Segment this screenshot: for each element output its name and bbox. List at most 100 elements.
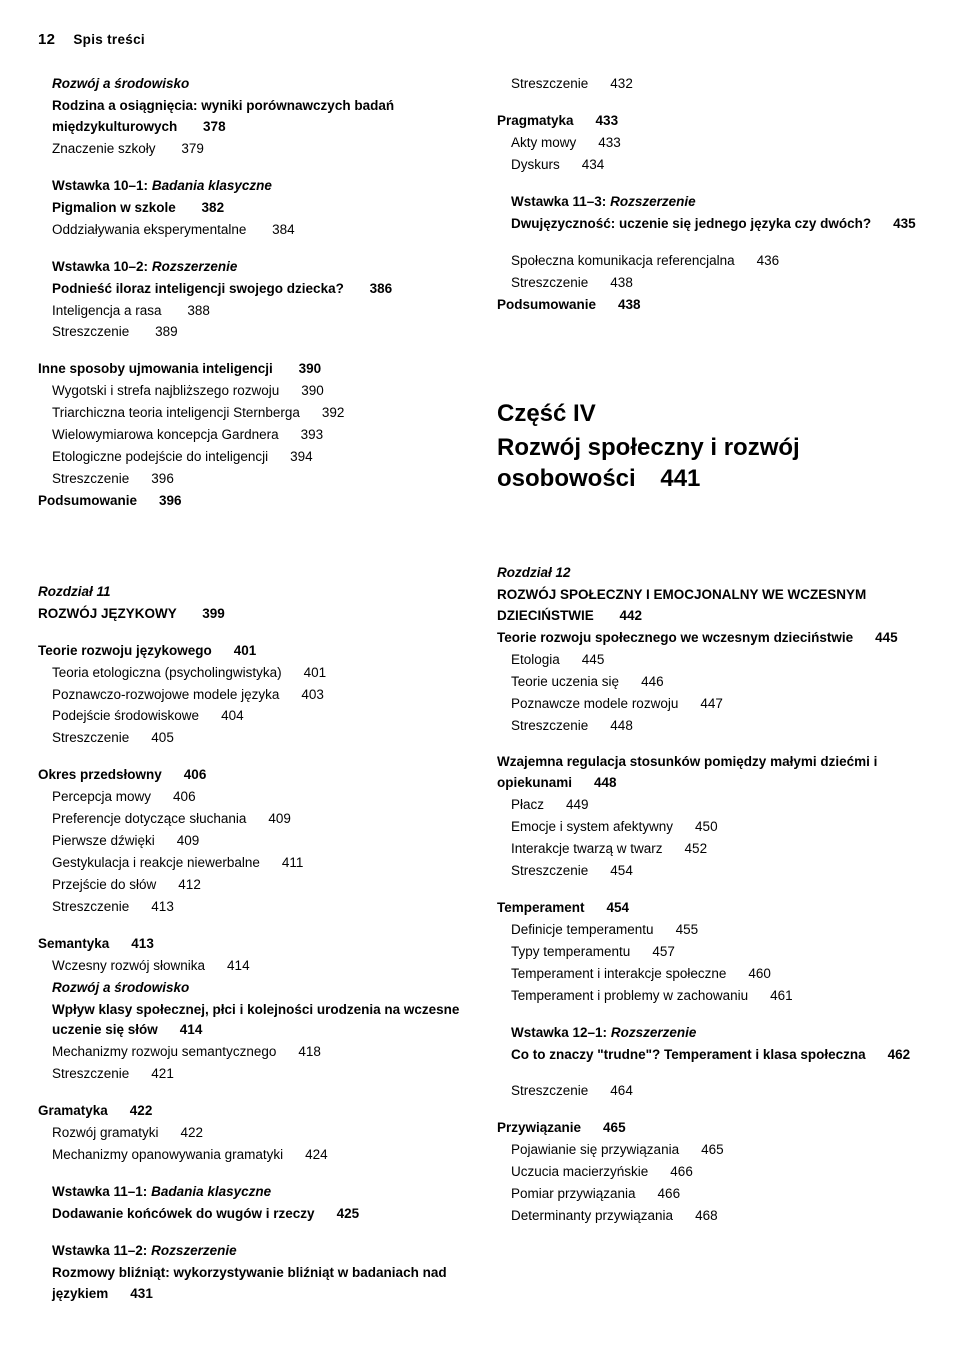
toc-entry: Pigmalion w szkole 382	[52, 198, 463, 219]
entry-label: Gramatyka	[38, 1103, 108, 1118]
entry-label: Wzajemna regulacja stosunków pomiędzy ma…	[497, 754, 877, 790]
entry-page: 452	[685, 841, 708, 856]
entry-page: 392	[322, 405, 345, 420]
toc-heading: Teorie rozwoju językowego401	[38, 641, 463, 662]
toc-entry: Inteligencja a rasa 388	[52, 301, 463, 322]
entry-page: 436	[757, 253, 780, 268]
toc-entry: Pojawianie się przywiązania465	[511, 1140, 922, 1161]
page-label: Spis treści	[73, 32, 145, 47]
toc-entry: Mechanizmy rozwoju semantycznego418	[52, 1042, 463, 1063]
entry-page: 386	[370, 281, 393, 296]
entry-label: Inteligencja a rasa	[52, 303, 162, 318]
toc-entry: Społeczna komunikacja referencjalna436	[511, 251, 922, 272]
box-heading: Wstawka 10–1: Badania klasyczne	[52, 176, 463, 197]
toc-entry: Definicje temperamentu 455	[511, 920, 922, 941]
section-title: Rozwój a środowisko	[52, 978, 463, 999]
entry-page: 454	[610, 863, 633, 878]
entry-page: 405	[151, 730, 174, 745]
entry-label: Teorie uczenia się	[511, 674, 619, 689]
entry-label: Oddziaływania eksperymentalne	[52, 222, 246, 237]
toc-entry: Emocje i system afektywny450	[511, 817, 922, 838]
toc-summary: Podsumowanie438	[497, 295, 922, 316]
entry-page: 424	[305, 1147, 328, 1162]
entry-page: 447	[700, 696, 723, 711]
toc-heading: Inne sposoby ujmowania inteligencji 390	[38, 359, 463, 380]
entry-label: Pigmalion w szkole	[52, 200, 176, 215]
box-prefix: Wstawka 10–1:	[52, 178, 148, 193]
running-header: 12 Spis treści	[38, 28, 922, 51]
entry-page: 406	[173, 789, 196, 804]
entry-label: Rozmowy bliźniąt: wykorzystywanie bliźni…	[52, 1265, 447, 1301]
toc-entry: Wpływ klasy społecznej, płci i kolejnośc…	[52, 1000, 463, 1042]
entry-page: 454	[607, 900, 630, 915]
entry-label: Podsumowanie	[497, 297, 596, 312]
entry-page: 455	[676, 922, 699, 937]
entry-label: Pragmatyka	[497, 113, 574, 128]
toc-entry: Uczucia macierzyńskie466	[511, 1162, 922, 1183]
entry-page: 413	[151, 899, 174, 914]
box-kind: Rozszerzenie	[151, 1243, 237, 1258]
box-heading: Wstawka 12–1: Rozszerzenie	[511, 1023, 922, 1044]
entry-label: Płacz	[511, 797, 544, 812]
entry-label: Temperament	[497, 900, 585, 915]
entry-label: Przywiązanie	[497, 1120, 581, 1135]
box-prefix: Wstawka 11–1:	[52, 1184, 147, 1199]
toc-heading: Wzajemna regulacja stosunków pomiędzy ma…	[497, 752, 922, 794]
entry-label: Preferencje dotyczące słuchania	[52, 811, 246, 826]
entry-label: Podejście środowiskowe	[52, 708, 199, 723]
entry-label: Definicje temperamentu	[511, 922, 654, 937]
chapter-prefix: Rozdział 12	[497, 563, 922, 584]
entry-label: Emocje i system afektywny	[511, 819, 673, 834]
toc-entry: Streszczenie421	[52, 1064, 463, 1085]
entry-label: Wielowymiarowa koncepcja Gardnera	[52, 427, 279, 442]
entry-page: 422	[130, 1103, 153, 1118]
entry-page: 394	[290, 449, 313, 464]
toc-entry: Wielowymiarowa koncepcja Gardnera 393	[52, 425, 463, 446]
entry-page: 403	[301, 687, 324, 702]
entry-page: 390	[299, 361, 322, 376]
entry-page: 445	[875, 630, 898, 645]
entry-label: Pojawianie się przywiązania	[511, 1142, 679, 1157]
entry-label: Dodawanie końcówek do wugów i rzeczy	[52, 1206, 315, 1221]
entry-page: 406	[184, 767, 207, 782]
toc-entry: Podnieść iloraz inteligencji swojego dzi…	[52, 279, 463, 300]
entry-page: 462	[888, 1047, 911, 1062]
toc-heading: Gramatyka 422	[38, 1101, 463, 1122]
chapter-title: ROZWÓJ JĘZYKOWY 399	[38, 604, 463, 625]
entry-label: Streszczenie	[52, 324, 129, 339]
entry-label: Teoria etologiczna (psycholingwistyka)	[52, 665, 282, 680]
entry-page: 396	[151, 471, 174, 486]
entry-page: 441	[660, 465, 700, 492]
entry-page: 438	[610, 275, 633, 290]
entry-page: 384	[272, 222, 295, 237]
toc-heading: Pragmatyka433	[497, 111, 922, 132]
entry-label: Przejście do słów	[52, 877, 156, 892]
entry-label: Dyskurs	[511, 157, 560, 172]
entry-label: Percepcja mowy	[52, 789, 151, 804]
box-heading: Wstawka 11–2: Rozszerzenie	[52, 1241, 463, 1262]
box-heading: Wstawka 10–2: Rozszerzenie	[52, 257, 463, 278]
entry-page: 457	[652, 944, 675, 959]
entry-label: Pierwsze dźwięki	[52, 833, 155, 848]
entry-label: Mechanizmy opanowywania gramatyki	[52, 1147, 283, 1162]
toc-heading: Temperament 454	[497, 898, 922, 919]
toc-entry: Rozmowy bliźniąt: wykorzystywanie bliźni…	[52, 1263, 463, 1305]
entry-page: 388	[187, 303, 210, 318]
entry-page: 418	[298, 1044, 321, 1059]
entry-label: Teorie rozwoju społecznego we wczesnym d…	[497, 630, 853, 645]
entry-label: Temperament i problemy w zachowaniu	[511, 988, 748, 1003]
entry-label: Streszczenie	[511, 275, 588, 290]
entry-page: 393	[301, 427, 324, 442]
entry-label: Rozwój gramatyki	[52, 1125, 159, 1140]
toc-entry: Interakcje twarzą w twarz452	[511, 839, 922, 860]
entry-page: 412	[178, 877, 201, 892]
entry-page: 389	[155, 324, 178, 339]
entry-label: Poznawczo-rozwojowe modele języka	[52, 687, 279, 702]
toc-entry: Wygotski i strefa najbliższego rozwoju39…	[52, 381, 463, 402]
entry-label: Wczesny rozwój słownika	[52, 958, 205, 973]
entry-page: 466	[658, 1186, 681, 1201]
entry-page: 399	[202, 606, 225, 621]
toc-entry: Mechanizmy opanowywania gramatyki 424	[52, 1145, 463, 1166]
toc-entry: Dwujęzyczność: uczenie się jednego język…	[511, 214, 922, 235]
entry-label: Co to znaczy "trudne"? Temperament i kla…	[511, 1047, 866, 1062]
